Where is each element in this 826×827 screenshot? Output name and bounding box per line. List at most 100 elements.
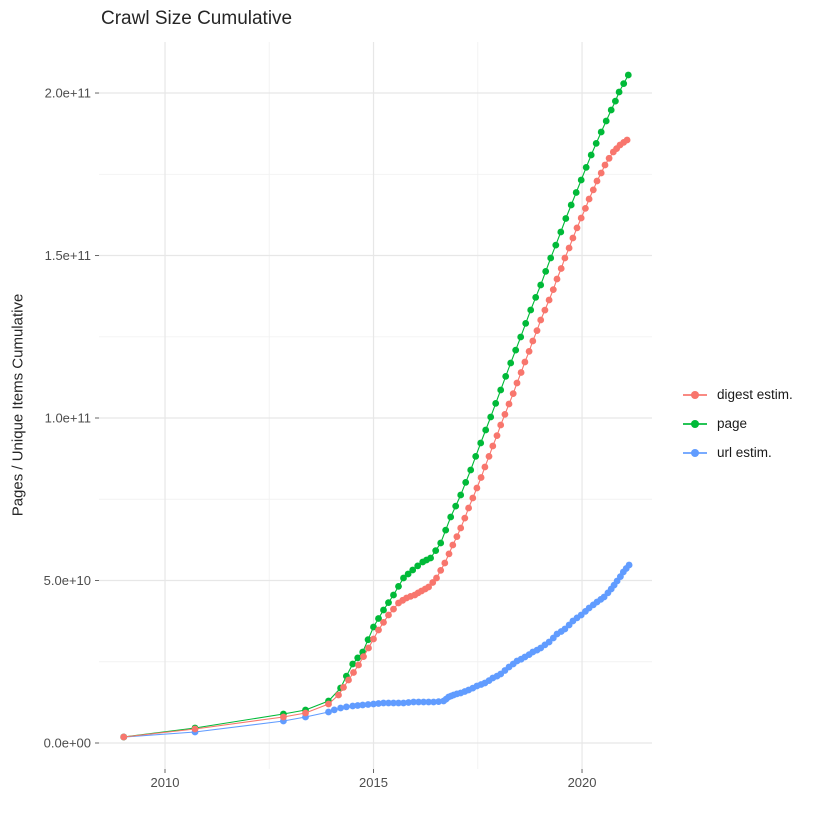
data-point-digest-estim- [605, 154, 613, 162]
data-point-digest-estim- [573, 224, 581, 232]
data-point-digest-estim- [597, 169, 605, 177]
data-point-digest-estim- [453, 533, 461, 540]
data-point-page [427, 554, 434, 562]
data-point-page [562, 215, 570, 222]
data-point-page [364, 636, 372, 644]
data-point-page [477, 439, 485, 447]
data-point-url-estim- [375, 700, 382, 707]
data-point-digest-estim- [501, 411, 509, 418]
data-point-page [620, 80, 628, 87]
data-point-page [592, 140, 600, 147]
data-point-url-estim- [359, 701, 367, 709]
y-tick-label: 1.5e+11 [45, 248, 91, 263]
data-point-digest-estim- [585, 195, 593, 203]
data-point-digest-estim- [582, 205, 589, 212]
data-point-url-estim- [343, 703, 350, 711]
data-point-digest-estim- [375, 626, 382, 634]
legend-item-page: page [682, 409, 793, 438]
y-tick-label: 5.0e+10 [44, 573, 91, 588]
data-point-url-estim- [325, 708, 332, 716]
chart-title: Crawl Size Cumulative [101, 8, 293, 29]
data-point-digest-estim- [481, 463, 489, 471]
legend-dot-icon [691, 419, 699, 428]
data-point-digest-estim- [557, 265, 565, 272]
y-tick-label: 2.0e+11 [45, 86, 91, 101]
data-point-digest-estim- [441, 559, 449, 567]
data-point-url-estim- [425, 698, 432, 706]
data-point-url-estim- [330, 706, 338, 714]
data-point-digest-estim- [477, 474, 485, 481]
data-point-page [557, 228, 565, 236]
data-point-url-estim- [395, 699, 402, 707]
data-point-digest-estim- [370, 635, 377, 643]
data-point-page [354, 654, 362, 662]
data-point-digest-estim- [533, 327, 541, 334]
data-point-digest-estim- [437, 567, 445, 574]
data-point-url-estim- [410, 698, 417, 706]
data-point-digest-estim- [457, 524, 465, 532]
data-point-digest-estim- [485, 453, 493, 460]
data-point-page [370, 623, 377, 631]
data-point-digest-estim- [545, 296, 553, 304]
data-point-page [432, 547, 440, 554]
data-point-url-estim- [380, 699, 387, 707]
data-point-url-estim- [364, 701, 372, 708]
y-axis-title: Pages / Unique Items Cumulative [9, 293, 27, 517]
data-point-digest-estim- [529, 337, 537, 345]
data-point-digest-estim- [489, 442, 497, 450]
y-tick-label: 1.0e+11 [45, 411, 91, 426]
data-point-page [380, 606, 387, 614]
data-point-url-estim- [415, 698, 422, 706]
data-point-page [597, 128, 605, 136]
data-point-page [400, 574, 407, 582]
data-point-page [537, 281, 545, 289]
data-point-digest-estim- [360, 653, 367, 660]
data-point-digest-estim- [517, 369, 525, 376]
data-point-page [414, 562, 422, 570]
data-point-digest-estim- [429, 579, 437, 586]
data-point-digest-estim- [355, 661, 362, 669]
y-tick-label: 0.0e+00 [44, 736, 91, 751]
data-point-digest-estim- [191, 725, 199, 733]
series-line-url-estim- [123, 564, 630, 738]
data-point-digest-estim- [553, 275, 561, 283]
data-point-digest-estim- [505, 400, 513, 408]
data-point-digest-estim- [541, 306, 549, 314]
data-point-page [462, 479, 470, 486]
legend-dot-icon [691, 448, 699, 457]
data-point-page [547, 254, 555, 262]
data-point-digest-estim- [469, 494, 477, 502]
data-point-url-estim- [430, 698, 437, 706]
data-point-page [532, 294, 540, 301]
data-point-page [492, 400, 500, 407]
data-point-page [442, 526, 450, 534]
data-point-url-estim- [625, 561, 633, 569]
data-point-page [542, 268, 550, 275]
legend-item-digest-estim: digest estim. [682, 380, 793, 409]
data-point-page [457, 491, 465, 499]
data-point-page [472, 453, 480, 460]
data-point-digest-estim- [280, 713, 287, 721]
data-point-page [395, 583, 402, 590]
x-tick-label: 2020 [568, 775, 597, 790]
legend-key [682, 446, 708, 460]
data-point-digest-estim- [425, 583, 432, 591]
data-point-page [467, 466, 475, 474]
data-point-page [452, 502, 460, 510]
data-point-page [385, 599, 392, 606]
legend-label: url estim. [717, 445, 772, 460]
data-point-digest-estim- [569, 234, 577, 242]
data-point-page [390, 591, 397, 599]
data-point-url-estim- [420, 698, 427, 706]
data-point-page [572, 189, 580, 196]
data-point-digest-estim- [493, 432, 501, 439]
data-point-url-estim- [354, 702, 362, 709]
data-point-digest-estim- [461, 514, 469, 522]
data-point-digest-estim- [433, 574, 440, 582]
data-point-digest-estim- [120, 733, 128, 741]
legend-key [682, 388, 708, 402]
data-point-page [602, 117, 610, 125]
data-point-page [482, 426, 490, 434]
